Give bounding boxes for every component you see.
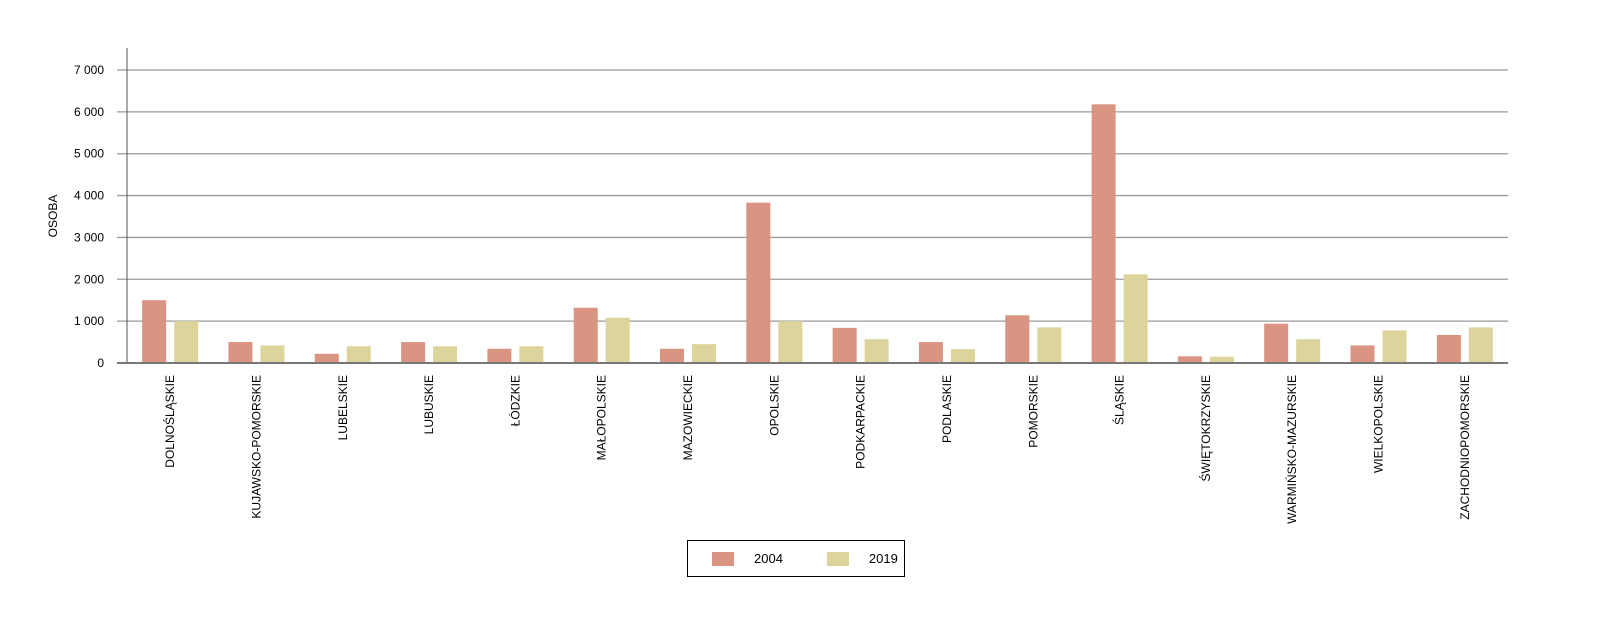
bar-2004-podlaskie [918,342,943,363]
legend-item: 2019 [826,551,898,566]
bar-2004-łódzkie [487,348,512,363]
bar-2019-łódzkie [519,346,544,363]
bar-2019-warmińsko-mazurskie [1296,339,1321,363]
bar-2019-wielkopolskie [1382,330,1407,363]
bar-2004-opolskie [746,202,771,363]
x-tick-label: WIELKOPOLSKIE [1372,375,1386,473]
x-tick-label: ŚWIĘTOKRZYSKIE [1198,375,1213,481]
x-tick-label: POMORSKIE [1026,375,1040,448]
bar-2019-zachodniopomorskie [1468,327,1493,363]
legend-label: 2019 [868,551,898,566]
bar-2019-lubelskie [346,346,371,363]
bar-2004-podkarpackie [832,327,857,363]
bar-2004-świętokrzyskie [1177,356,1202,363]
y-tick-label: 7 000 [74,63,104,77]
y-tick-label: 1 000 [74,314,104,328]
bar-2019-świętokrzyskie [1209,356,1234,363]
x-tick-label: ŚLĄSKIE [1112,375,1127,425]
x-tick-label: WARMIŃSKO-MAZURSKIE [1284,375,1299,524]
y-tick-label: 5 000 [74,147,104,161]
x-tick-label: KUJAWSKO-POMORSKIE [249,375,263,519]
bar-2004-wielkopolskie [1350,345,1375,363]
bar-2004-kujawsko-pomorskie [228,342,253,363]
x-tick-label: MAŁOPOLSKIE [595,375,609,460]
bar-2019-śląskie [1123,274,1148,363]
legend: 2004 2019 [687,540,905,577]
bar-2004-lubuskie [401,342,426,363]
bar-2004-dolnośląskie [142,300,167,363]
x-tick-label: LUBELSKIE [336,375,350,440]
legend-label: 2004 [754,551,783,566]
y-tick-label: 0 [97,356,104,370]
legend-swatch [826,551,849,566]
legend-item: 2004 [712,551,783,566]
y-tick-label: 2 000 [74,272,104,286]
legend-swatch [712,551,734,566]
y-tick-label: 4 000 [74,189,104,203]
bar-2004-lubelskie [314,353,339,363]
bar-2004-śląskie [1091,104,1116,363]
y-tick-label: 6 000 [74,105,104,119]
x-tick-label: DOLNOŚLĄSKIE [162,375,177,468]
x-tick-label: PODLASKIE [940,375,954,443]
bar-2019-dolnośląskie [174,321,199,363]
x-tick-label: LUBUSKIE [422,375,436,434]
x-tick-label: MAZOWIECKIE [681,375,695,460]
bar-2004-zachodniopomorskie [1436,334,1461,363]
x-tick-label: OPOLSKIE [767,375,781,436]
bar-2019-małopolskie [605,317,630,363]
bar-2019-mazowieckie [692,344,717,363]
bar-2019-lubuskie [433,346,458,363]
y-tick-label: 3 000 [74,230,104,244]
bar-2019-opolskie [778,321,803,363]
bar-2019-pomorskie [1037,327,1062,363]
bar-2004-pomorskie [1005,315,1030,363]
bar-2004-warmińsko-mazurskie [1264,323,1289,363]
x-tick-label: ŁÓDZKIE [507,375,522,426]
bar-2019-podlaskie [950,349,975,363]
bar-2019-kujawsko-pomorskie [260,345,285,363]
x-tick-label: PODKARPACKIE [854,375,868,469]
bar-2004-małopolskie [573,307,598,363]
x-tick-label: ZACHODNIOPOMORSKIE [1458,375,1472,520]
bar-2004-mazowieckie [660,348,685,363]
bar-2019-podkarpackie [864,339,889,363]
y-axis-label: OSOBA [46,195,60,238]
